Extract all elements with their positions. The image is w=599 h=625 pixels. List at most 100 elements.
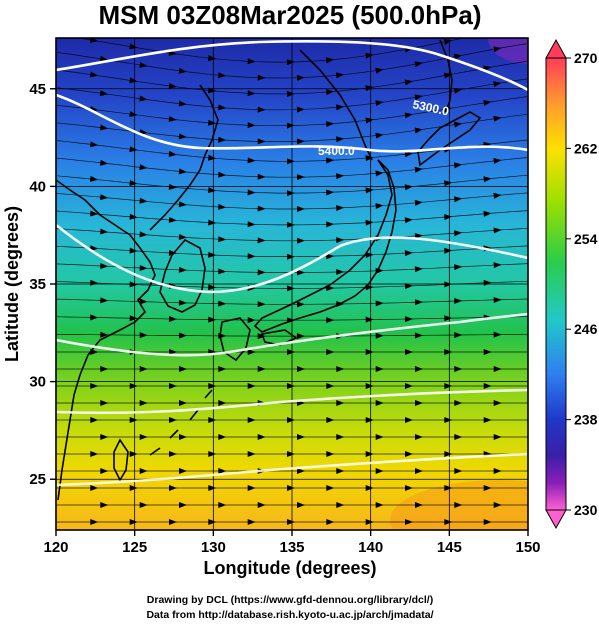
wind-arrow <box>296 138 305 145</box>
wind-arrow <box>100 262 109 269</box>
wind-arrow <box>375 332 384 339</box>
wind-arrow <box>178 266 187 273</box>
wind-arrow <box>257 502 266 508</box>
wind-arrow <box>405 417 413 423</box>
wind-arrow <box>100 468 109 474</box>
wind-arrow <box>336 205 345 212</box>
wind-arrow <box>129 247 138 254</box>
cold-region <box>488 38 528 64</box>
wind-arrow <box>336 536 344 542</box>
wind-arrow <box>218 468 227 474</box>
wind-arrow <box>404 184 413 191</box>
wind-arrow <box>326 317 335 324</box>
grid-lines <box>56 38 528 530</box>
wind-arrow <box>326 253 335 260</box>
wind-arrow <box>139 366 148 372</box>
wind-arrow <box>287 417 295 423</box>
wind-arrow <box>90 210 99 217</box>
wind-arrow <box>404 217 413 224</box>
wind-arrow <box>336 104 345 111</box>
wind-arrow <box>444 247 453 254</box>
wind-arrow <box>208 251 217 258</box>
wind-arrow <box>90 417 99 423</box>
wind-arrow <box>100 366 109 372</box>
wind-arrow <box>483 210 492 217</box>
wind-arrow <box>326 349 335 355</box>
wind-arrow <box>453 121 463 128</box>
wind-arrow <box>100 536 108 542</box>
wind-arrow <box>326 519 335 525</box>
wind-arrow <box>365 187 374 194</box>
wind-arrow <box>493 115 502 122</box>
wind-arrow <box>179 366 187 372</box>
wind-arrow <box>208 55 217 62</box>
wind-arrow <box>178 133 187 140</box>
wind-arrow <box>414 127 423 134</box>
wind-arrow <box>365 252 374 259</box>
wind-arrow <box>218 400 227 406</box>
wind-arrow <box>257 366 266 372</box>
wind-arrow <box>296 237 305 244</box>
wind-arrow <box>404 250 413 257</box>
wind-arrow <box>208 519 217 525</box>
wind-arrow <box>218 300 227 307</box>
wind-arrow <box>247 519 256 525</box>
wind-arrow <box>168 82 177 89</box>
wind-arrow <box>336 434 345 440</box>
x-axis-label: Longitude (degrees) <box>203 558 376 578</box>
wind-arrow <box>415 434 423 440</box>
wind-arrow <box>375 468 384 474</box>
wind-arrow <box>257 434 266 440</box>
wind-arrow <box>297 434 305 440</box>
wind-arrow <box>129 111 138 118</box>
wind-arrow <box>483 383 492 389</box>
y-tick-label: 40 <box>29 178 46 195</box>
wind-arrow <box>168 115 177 122</box>
wind-arrow <box>414 61 423 68</box>
wind-arrow <box>365 85 374 92</box>
wind-arrow <box>169 485 177 491</box>
wind-arrow <box>365 519 374 525</box>
wind-arrow <box>296 205 305 212</box>
wind-arrow <box>494 536 502 542</box>
wind-arrow <box>208 316 217 323</box>
x-tick-label: 140 <box>358 539 383 556</box>
contour-5700 <box>56 388 528 415</box>
wind-arrow <box>287 383 295 389</box>
wind-arrow <box>169 519 177 525</box>
wind-arrow <box>218 502 227 508</box>
wind-arrow <box>415 468 423 474</box>
wind-arrow <box>139 400 148 406</box>
contour-5800 <box>56 452 528 487</box>
contour-label-5400: 5400.0 <box>318 144 355 158</box>
wind-arrow <box>375 170 384 177</box>
wind-arrow <box>365 219 374 226</box>
wind-arrow <box>375 400 384 406</box>
wind-arrow <box>218 104 227 111</box>
wind-arrow <box>287 349 295 355</box>
wind-arrow <box>483 485 492 491</box>
colorbar: 270 262 254 246 238 230 <box>545 38 598 530</box>
contour-lines <box>56 40 528 487</box>
wind-arrow <box>493 366 502 372</box>
wind-arrow <box>375 502 384 508</box>
wind-arrow <box>257 301 266 308</box>
wind-arrow <box>257 269 266 276</box>
wind-arrow <box>247 189 256 196</box>
wind-arrow <box>139 434 148 440</box>
wind-arrow <box>296 106 305 113</box>
wind-arrow <box>178 67 187 74</box>
wind-arrow <box>444 417 453 423</box>
wind-arrow <box>454 468 463 474</box>
wind-arrow <box>493 296 502 303</box>
y-tick-label: 30 <box>29 374 46 391</box>
wind-arrow <box>139 468 148 474</box>
wind-arrow <box>129 519 138 525</box>
wind-arrow <box>454 230 463 237</box>
wind-arrow <box>89 71 99 78</box>
wind-arrow <box>415 366 423 372</box>
wind-arrow <box>493 81 502 88</box>
wind-arrow <box>286 221 295 228</box>
wind-arrow <box>336 72 345 79</box>
wind-arrow <box>404 283 413 290</box>
